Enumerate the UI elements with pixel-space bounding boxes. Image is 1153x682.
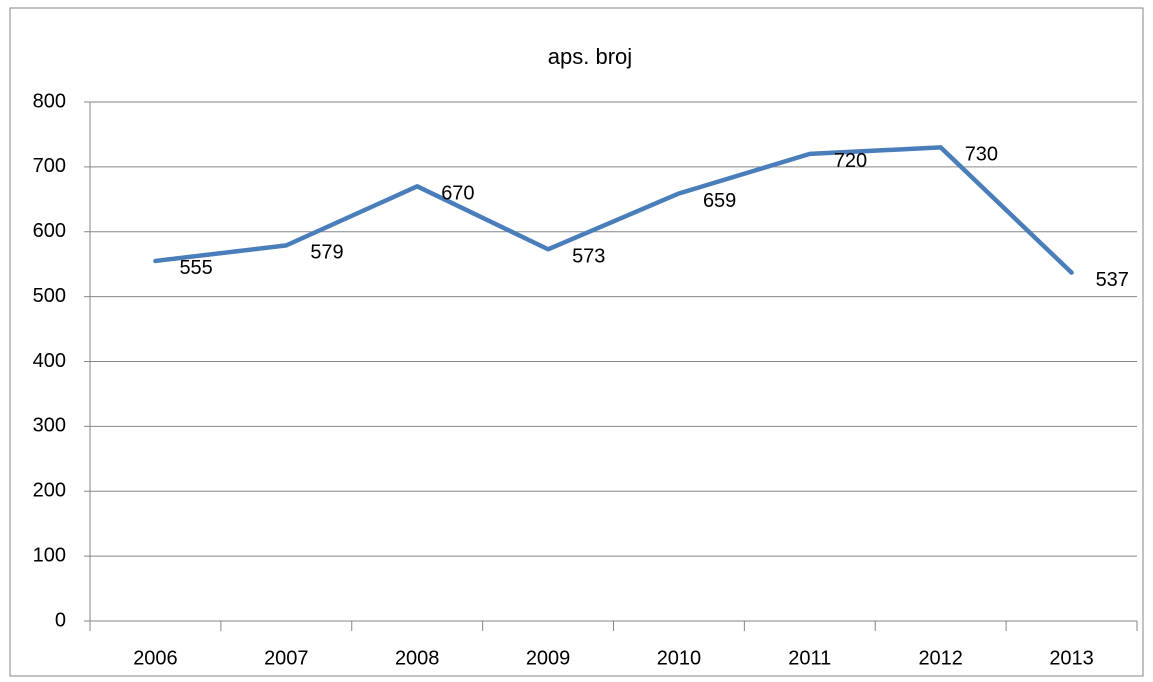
- y-tick-label: 700: [33, 155, 66, 177]
- chart-title: aps. broj: [548, 44, 632, 69]
- y-tick-label: 200: [33, 480, 66, 502]
- x-tick-label: 2013: [1049, 647, 1094, 669]
- data-label: 659: [703, 190, 736, 212]
- y-tick-label: 400: [33, 350, 66, 372]
- x-tick-label: 2010: [657, 647, 702, 669]
- y-tick-label: 300: [33, 415, 66, 437]
- data-label: 670: [441, 183, 474, 205]
- y-tick-label: 0: [55, 609, 66, 631]
- x-tick-label: 2011: [788, 647, 831, 669]
- data-label: 573: [572, 246, 605, 268]
- chart-frame: [9, 7, 1144, 677]
- y-tick-label: 500: [33, 285, 66, 307]
- y-tick-label: 100: [33, 544, 66, 566]
- y-tick-label: 800: [33, 90, 66, 112]
- data-label: 720: [834, 150, 867, 172]
- x-tick-label: 2012: [918, 647, 963, 669]
- data-label: 555: [179, 257, 212, 279]
- x-tick-label: 2006: [133, 647, 178, 669]
- line: [153, 145, 1074, 275]
- data-label: 579: [310, 242, 343, 264]
- data-label: 730: [965, 144, 998, 166]
- x-tick-label: 2007: [264, 647, 309, 669]
- x-tick-label: 2009: [526, 647, 571, 669]
- y-tick-label: 600: [33, 220, 66, 242]
- data-label: 537: [1096, 269, 1129, 291]
- x-tick-label: 2008: [395, 647, 440, 669]
